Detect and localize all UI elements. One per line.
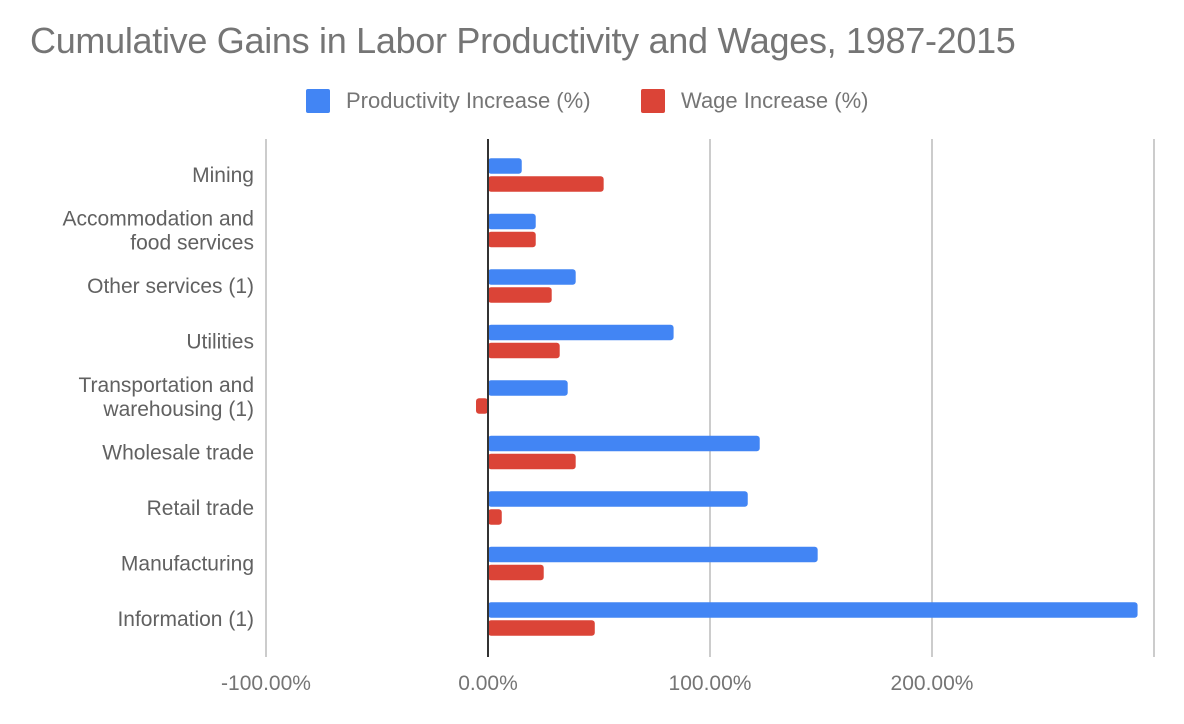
category-labels: Mining Accommodation and food services Othe…: [63, 164, 254, 631]
gridlines: [265, 139, 1155, 657]
category-label-line: Other services (1): [87, 275, 254, 298]
bar-wage: [488, 176, 604, 192]
x-tick-label: 0.00%: [458, 672, 518, 695]
bar-productivity: [488, 269, 576, 285]
category-label-line: Accommodation and: [63, 208, 254, 231]
x-tick-label: 100.00%: [669, 672, 752, 695]
category-label: Transportation and warehousing (1): [79, 374, 255, 421]
bar-wage: [488, 620, 595, 636]
legend-label-wage: Wage Increase (%): [681, 88, 869, 113]
category-label-line: Retail trade: [147, 497, 254, 520]
bar-productivity: [488, 380, 568, 396]
category-label: Information (1): [117, 608, 254, 631]
category-label-line: Manufacturing: [121, 553, 254, 576]
bar-wage: [488, 453, 576, 470]
category-label: Retail trade: [147, 497, 254, 520]
bar-productivity: [488, 213, 536, 230]
category-label-line: Information (1): [117, 608, 254, 631]
legend: Productivity Increase (%) Wage Increase …: [0, 88, 1184, 116]
category-label: Wholesale trade: [102, 442, 254, 465]
category-label: Mining: [192, 164, 254, 187]
category-label: Manufacturing: [121, 553, 254, 576]
x-tick-label: 200.00%: [891, 672, 974, 695]
tick-labels: -100.00% 0.00% 100.00% 200.00%: [221, 672, 973, 695]
bar-wage: [488, 287, 552, 303]
bar-productivity: [488, 324, 674, 341]
legend-swatch-wage: [641, 89, 665, 113]
bar-productivity: [488, 491, 748, 507]
bar-productivity: [488, 435, 760, 452]
legend-label-productivity: Productivity Increase (%): [346, 88, 591, 113]
bars: [476, 158, 1138, 636]
category-label-line: Transportation and: [79, 374, 255, 397]
category-label-line: food services: [130, 232, 254, 255]
chart-title: Cumulative Gains in Labor Productivity a…: [30, 20, 1016, 61]
bar-wage: [476, 398, 488, 414]
legend-swatch-productivity: [306, 89, 330, 113]
bar-wage: [488, 231, 536, 248]
category-label: Accommodation and food services: [63, 208, 254, 255]
bar-productivity: [488, 158, 522, 174]
category-label: Other services (1): [87, 275, 254, 298]
legend-item-wage[interactable]: Wage Increase (%): [641, 88, 868, 114]
bar-wage: [488, 509, 502, 525]
legend-item-productivity[interactable]: Productivity Increase (%): [306, 88, 591, 114]
category-label-line: warehousing (1): [102, 398, 254, 421]
category-label-line: Mining: [192, 164, 254, 187]
bar-wage: [488, 564, 544, 581]
category-label-line: Utilities: [186, 331, 254, 354]
x-tick-label: -100.00%: [221, 672, 311, 695]
bar-productivity: [488, 546, 818, 563]
bar-productivity: [488, 602, 1138, 618]
category-label: Utilities: [186, 331, 254, 354]
category-label-line: Wholesale trade: [102, 442, 254, 465]
bar-wage: [488, 342, 560, 359]
